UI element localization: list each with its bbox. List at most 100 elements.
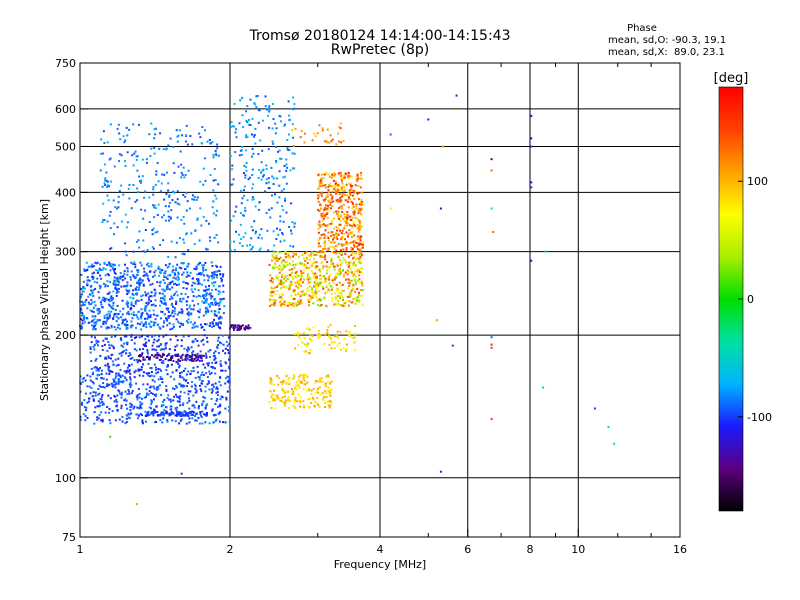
data-point	[126, 134, 129, 137]
data-point	[147, 335, 150, 338]
data-point	[312, 387, 315, 390]
data-point	[326, 128, 329, 131]
data-point	[255, 106, 258, 108]
data-point	[316, 132, 319, 135]
data-point	[276, 227, 278, 230]
data-point	[244, 325, 247, 328]
data-point	[224, 382, 227, 385]
data-point	[116, 290, 119, 293]
data-point	[175, 414, 178, 417]
data-point	[125, 421, 128, 423]
data-point	[321, 392, 324, 395]
data-point	[345, 231, 348, 234]
data-point	[108, 264, 111, 267]
data-point	[340, 199, 343, 202]
data-point	[142, 323, 145, 326]
data-point	[182, 194, 185, 196]
data-point	[317, 174, 320, 177]
data-point	[300, 396, 302, 399]
data-point	[117, 287, 120, 290]
data-point	[333, 251, 336, 254]
data-point	[140, 397, 143, 400]
data-point	[110, 336, 113, 338]
data-point	[176, 412, 179, 414]
data-point	[348, 279, 351, 282]
data-point	[324, 186, 327, 189]
data-point	[150, 367, 153, 370]
data-point	[357, 212, 360, 215]
data-point	[333, 278, 336, 281]
data-point	[168, 281, 171, 284]
data-point	[316, 285, 319, 288]
data-point	[212, 212, 215, 215]
data-point	[165, 369, 168, 371]
data-point	[140, 179, 142, 182]
data-point	[350, 200, 353, 203]
data-point	[222, 273, 225, 276]
data-point	[200, 340, 203, 343]
data-point	[242, 126, 245, 128]
data-point	[342, 177, 345, 180]
data-point	[359, 281, 362, 284]
data-point	[333, 248, 336, 251]
data-point	[345, 214, 348, 217]
data-point	[327, 185, 330, 188]
data-point	[114, 308, 117, 311]
data-point	[348, 284, 351, 287]
data-point	[186, 304, 188, 306]
data-point	[305, 373, 308, 376]
data-point	[171, 280, 174, 283]
data-point	[293, 222, 296, 225]
data-point	[311, 291, 314, 294]
data-point	[280, 269, 283, 272]
data-point	[328, 335, 331, 338]
data-point	[81, 403, 83, 406]
data-point	[274, 407, 277, 410]
data-point	[323, 208, 326, 210]
data-point	[177, 271, 180, 274]
data-point	[332, 281, 335, 284]
data-point	[291, 221, 294, 224]
data-point	[216, 391, 219, 394]
data-point	[127, 364, 130, 367]
data-point	[197, 416, 200, 419]
data-point	[220, 342, 223, 345]
data-point	[180, 418, 183, 421]
data-point	[179, 372, 182, 375]
data-point	[100, 411, 103, 414]
data-point	[137, 239, 140, 242]
data-point	[95, 321, 98, 324]
data-point	[233, 125, 236, 128]
data-point	[120, 184, 123, 187]
data-point	[167, 315, 170, 318]
data-point	[246, 105, 249, 107]
data-point	[98, 310, 101, 313]
data-point	[348, 197, 351, 200]
data-point	[135, 336, 138, 339]
data-point	[177, 396, 180, 399]
data-point	[128, 183, 131, 186]
data-point	[164, 302, 167, 305]
data-point	[124, 213, 127, 216]
data-point	[128, 128, 131, 131]
data-point	[146, 349, 149, 352]
data-point	[108, 369, 111, 372]
data-point	[222, 349, 224, 352]
data-point	[356, 192, 359, 195]
data-point	[353, 241, 356, 244]
data-point	[152, 186, 155, 189]
data-point	[299, 136, 302, 139]
data-point	[323, 245, 326, 248]
data-point	[352, 284, 355, 287]
data-point	[143, 344, 146, 347]
data-point	[116, 278, 119, 281]
data-point	[294, 333, 296, 336]
data-point	[197, 294, 200, 297]
data-point	[154, 269, 157, 272]
data-point	[347, 175, 350, 178]
data-point	[362, 244, 364, 246]
data-point	[139, 412, 142, 415]
data-point	[142, 356, 145, 359]
data-point	[183, 378, 186, 381]
data-point	[327, 375, 330, 378]
